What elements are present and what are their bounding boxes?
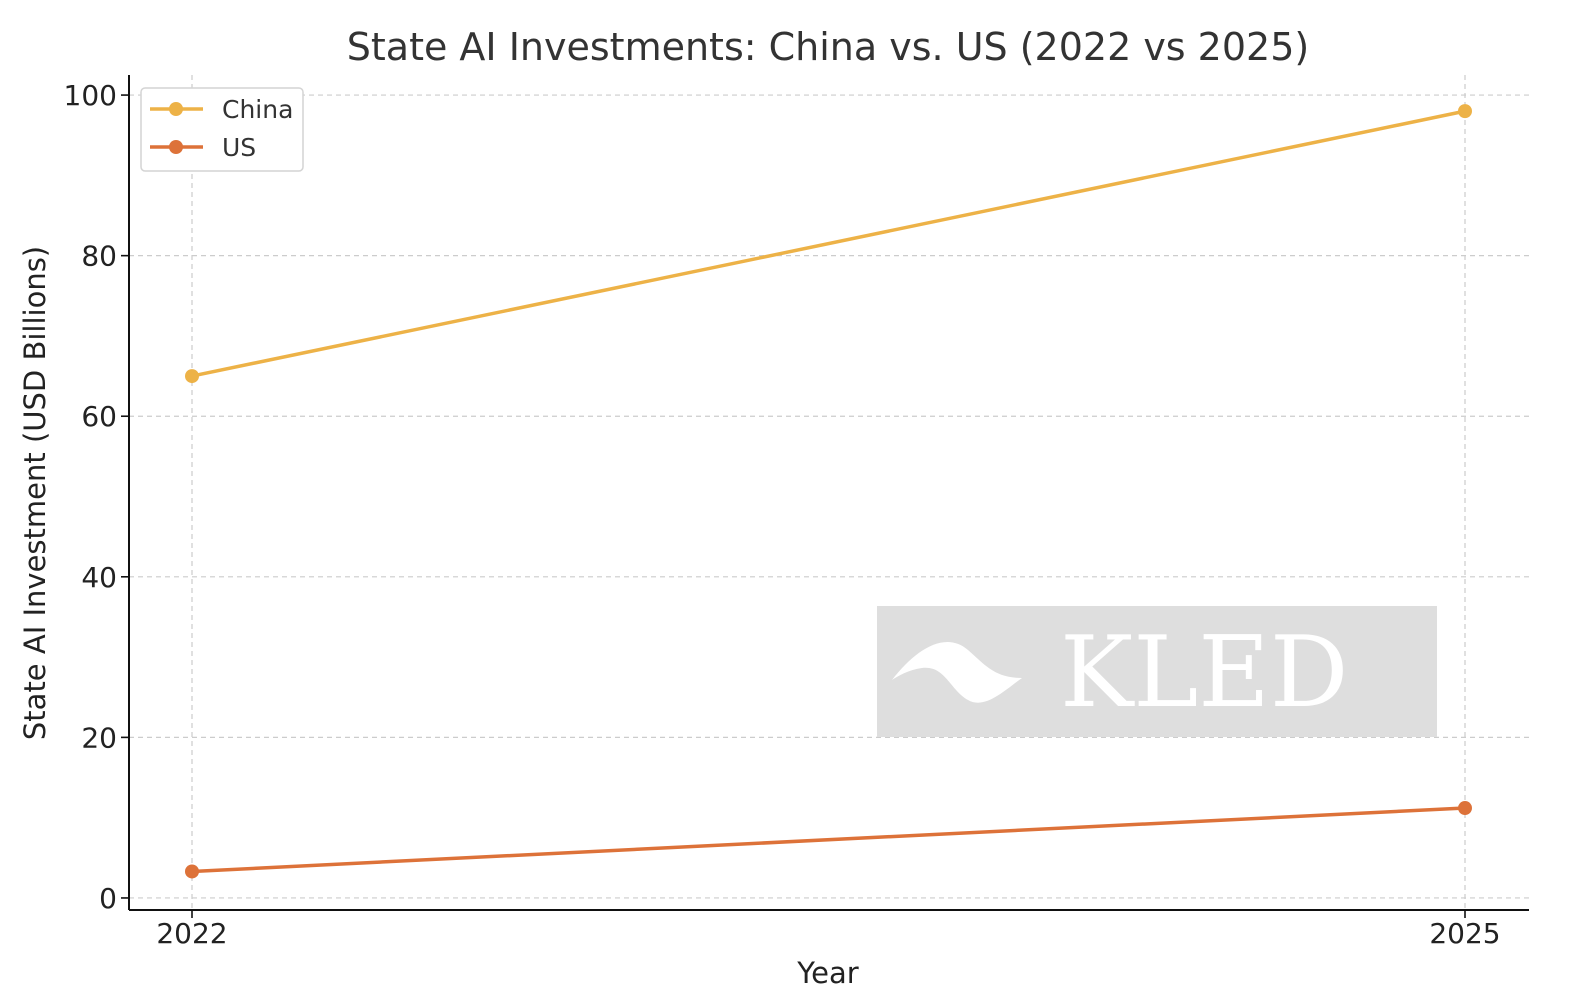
series [185, 104, 1472, 879]
data-point-us [1458, 801, 1472, 816]
chart-title: State AI Investments: China vs. US (2022… [347, 25, 1309, 69]
axes [128, 75, 1529, 911]
y-tick-label: 100 [64, 79, 117, 112]
legend-marker-us [169, 140, 183, 154]
y-tick-label: 40 [81, 561, 117, 594]
y-tick-label: 0 [99, 882, 117, 915]
legend: China US [140, 87, 304, 172]
legend-label-us: US [222, 133, 256, 162]
grid [129, 75, 1529, 910]
watermark-text: KLED [1060, 616, 1348, 730]
y-axis-label: State AI Investment (USD Billions) [18, 246, 52, 740]
legend-label-china: China [222, 95, 293, 124]
kled-wave-logo-icon [892, 641, 1022, 703]
y-tick-label: 60 [81, 400, 117, 433]
data-point-china [1458, 104, 1472, 119]
ticks: 0 20 40 60 80 100 2022 2025 [64, 79, 1501, 950]
watermark: KLED [877, 606, 1437, 737]
data-point-us [185, 864, 199, 879]
x-tick-label: 2022 [156, 917, 227, 950]
y-tick-label: 80 [81, 240, 117, 273]
series-line-china [191, 109, 1466, 378]
data-point-china [185, 369, 199, 384]
x-axis-label: Year [796, 956, 858, 990]
series-line-us [191, 806, 1466, 874]
x-tick-label: 2025 [1429, 917, 1500, 950]
legend-marker-china [169, 102, 183, 116]
y-tick-label: 20 [81, 721, 117, 754]
